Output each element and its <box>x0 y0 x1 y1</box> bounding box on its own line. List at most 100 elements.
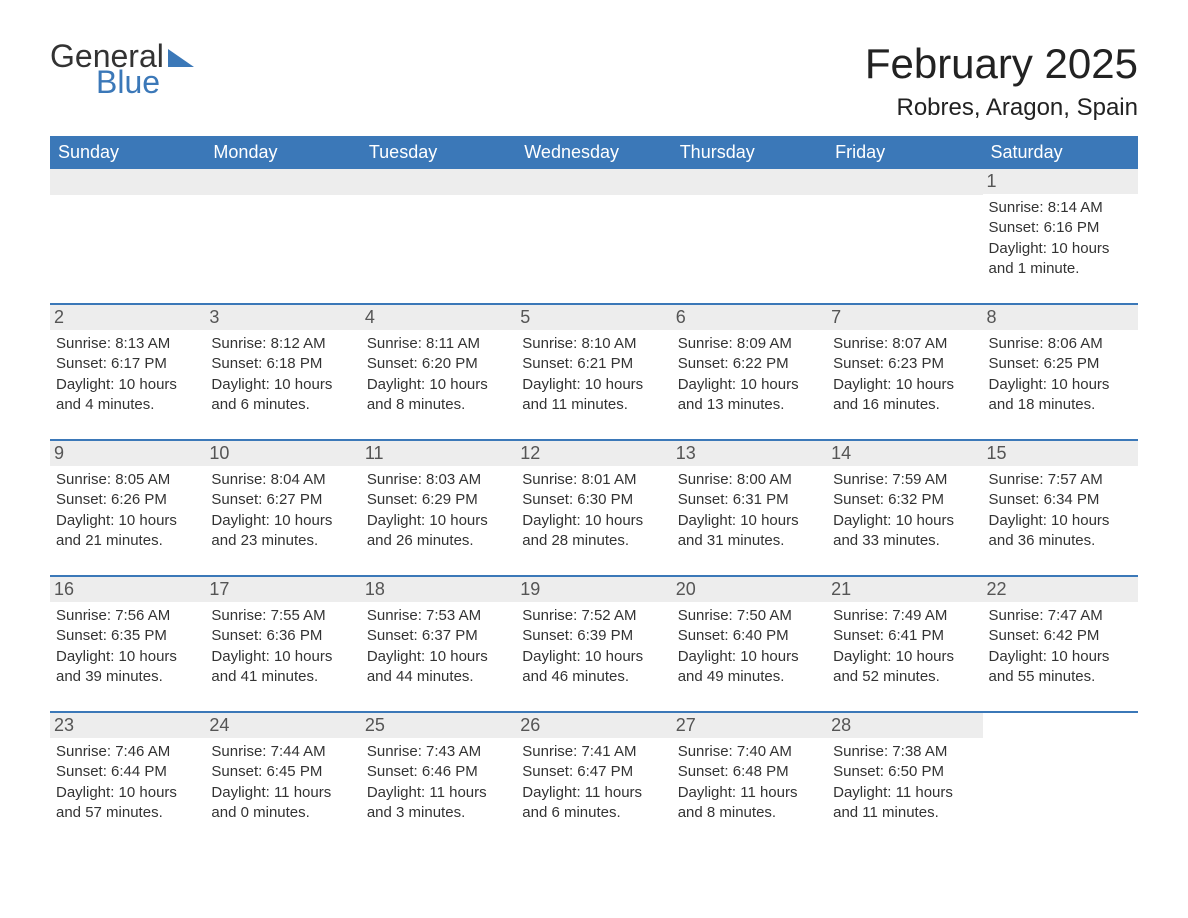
calendar-day <box>983 713 1138 833</box>
sunrise-line: Sunrise: 8:07 AM <box>833 334 976 354</box>
dow-cell: Wednesday <box>516 136 671 169</box>
sunset-line: Sunset: 6:29 PM <box>367 490 510 510</box>
day-details: Sunrise: 7:57 AMSunset: 6:34 PMDaylight:… <box>989 470 1132 551</box>
calendar-day: 2Sunrise: 8:13 AMSunset: 6:17 PMDaylight… <box>50 305 205 425</box>
day-number: 23 <box>50 713 205 738</box>
empty-day-header <box>827 169 982 195</box>
day-number: 21 <box>827 577 982 602</box>
sunset-line: Sunset: 6:31 PM <box>678 490 821 510</box>
sunset-line: Sunset: 6:18 PM <box>211 354 354 374</box>
sunrise-line: Sunrise: 7:47 AM <box>989 606 1132 626</box>
sunrise-line: Sunrise: 8:03 AM <box>367 470 510 490</box>
daylight-line: Daylight: 10 hours and 21 minutes. <box>56 511 199 552</box>
calendar-day: 26 Sunrise: 7:41 AMSunset: 6:47 PMDayligh… <box>516 713 671 833</box>
calendar-day: 22Sunrise: 7:47 AMSunset: 6:42 PMDayligh… <box>983 577 1138 697</box>
daylight-line: Daylight: 10 hours and 46 minutes. <box>522 647 665 688</box>
calendar-day: 16Sunrise: 7:56 AMSunset: 6:35 PMDayligh… <box>50 577 205 697</box>
day-number: 26 <box>516 713 671 738</box>
sunrise-line: Sunrise: 7:53 AM <box>367 606 510 626</box>
day-details: Sunrise: 8:00 AMSunset: 6:31 PMDaylight:… <box>678 470 821 551</box>
empty-day-header <box>50 169 205 195</box>
sunrise-line: Sunrise: 7:46 AM <box>56 742 199 762</box>
calendar-day: 19Sunrise: 7:52 AMSunset: 6:39 PMDayligh… <box>516 577 671 697</box>
dow-cell: Saturday <box>983 136 1138 169</box>
day-details: Sunrise: 7:50 AMSunset: 6:40 PMDaylight:… <box>678 606 821 687</box>
sunset-line: Sunset: 6:27 PM <box>211 490 354 510</box>
day-details: Sunrise: 7:43 AMSunset: 6:46 PMDaylight:… <box>367 742 510 823</box>
calendar-day: 27Sunrise: 7:40 AMSunset: 6:48 PMDayligh… <box>672 713 827 833</box>
dow-cell: Sunday <box>50 136 205 169</box>
sunset-line: Sunset: 6:16 PM <box>989 218 1132 238</box>
calendar-day <box>50 169 205 289</box>
daylight-line: Daylight: 10 hours and 55 minutes. <box>989 647 1132 688</box>
calendar-day: 10Sunrise: 8:04 AMSunset: 6:27 PMDayligh… <box>205 441 360 561</box>
day-details: Sunrise: 7:59 AMSunset: 6:32 PMDaylight:… <box>833 470 976 551</box>
daylight-line: Daylight: 10 hours and 13 minutes. <box>678 375 821 416</box>
day-number: 7 <box>827 305 982 330</box>
empty-day-header <box>672 169 827 195</box>
calendar-day: 8Sunrise: 8:06 AMSunset: 6:25 PMDaylight… <box>983 305 1138 425</box>
week-row: 1Sunrise: 8:14 AMSunset: 6:16 PMDaylight… <box>50 169 1138 289</box>
calendar-day <box>827 169 982 289</box>
calendar-day: 5Sunrise: 8:10 AMSunset: 6:21 PMDaylight… <box>516 305 671 425</box>
sunrise-line: Sunrise: 8:13 AM <box>56 334 199 354</box>
day-number: 17 <box>205 577 360 602</box>
sunset-line: Sunset: 6:48 PM <box>678 762 821 782</box>
sunrise-line: Sunrise: 8:00 AM <box>678 470 821 490</box>
day-details: Sunrise: 7:41 AMSunset: 6:47 PMDaylight:… <box>522 742 665 823</box>
sunset-line: Sunset: 6:26 PM <box>56 490 199 510</box>
sunrise-line: Sunrise: 8:06 AM <box>989 334 1132 354</box>
calendar-day: 28Sunrise: 7:38 AMSunset: 6:50 PMDayligh… <box>827 713 982 833</box>
sunset-line: Sunset: 6:42 PM <box>989 626 1132 646</box>
calendar-day <box>516 169 671 289</box>
day-number: 11 <box>361 441 516 466</box>
calendar-day: 21 Sunrise: 7:49 AMSunset: 6:41 PMDayligh… <box>827 577 982 697</box>
week-row: 9 Sunrise: 8:05 AMSunset: 6:26 PMDaylight… <box>50 439 1138 561</box>
month-title: February 2025 <box>865 40 1138 88</box>
daylight-line: Daylight: 10 hours and 52 minutes. <box>833 647 976 688</box>
sunset-line: Sunset: 6:39 PM <box>522 626 665 646</box>
day-details: Sunrise: 7:44 AMSunset: 6:45 PMDaylight:… <box>211 742 354 823</box>
sunrise-line: Sunrise: 7:49 AM <box>833 606 976 626</box>
daylight-line: Daylight: 10 hours and 18 minutes. <box>989 375 1132 416</box>
sunset-line: Sunset: 6:34 PM <box>989 490 1132 510</box>
daylight-line: Daylight: 11 hours and 0 minutes. <box>211 783 354 824</box>
daylight-line: Daylight: 11 hours and 6 minutes. <box>522 783 665 824</box>
day-details: Sunrise: 7:49 AMSunset: 6:41 PMDaylight:… <box>833 606 976 687</box>
calendar-day: 23Sunrise: 7:46 AMSunset: 6:44 PMDayligh… <box>50 713 205 833</box>
sunrise-line: Sunrise: 8:05 AM <box>56 470 199 490</box>
week-row: 16Sunrise: 7:56 AMSunset: 6:35 PMDayligh… <box>50 575 1138 697</box>
day-number: 12 <box>516 441 671 466</box>
sunset-line: Sunset: 6:23 PM <box>833 354 976 374</box>
day-number: 18 <box>361 577 516 602</box>
calendar-day: 12Sunrise: 8:01 AMSunset: 6:30 PMDayligh… <box>516 441 671 561</box>
calendar-day <box>205 169 360 289</box>
logo: General Blue <box>50 40 194 98</box>
sunrise-line: Sunrise: 7:43 AM <box>367 742 510 762</box>
day-number: 19 <box>516 577 671 602</box>
day-details: Sunrise: 8:09 AMSunset: 6:22 PMDaylight:… <box>678 334 821 415</box>
daylight-line: Daylight: 10 hours and 6 minutes. <box>211 375 354 416</box>
day-details: Sunrise: 7:47 AMSunset: 6:42 PMDaylight:… <box>989 606 1132 687</box>
empty-day-header <box>516 169 671 195</box>
sunset-line: Sunset: 6:35 PM <box>56 626 199 646</box>
sunset-line: Sunset: 6:22 PM <box>678 354 821 374</box>
sunset-line: Sunset: 6:44 PM <box>56 762 199 782</box>
sunrise-line: Sunrise: 7:38 AM <box>833 742 976 762</box>
calendar-day: 14Sunrise: 7:59 AMSunset: 6:32 PMDayligh… <box>827 441 982 561</box>
calendar-day: 7Sunrise: 8:07 AMSunset: 6:23 PMDaylight… <box>827 305 982 425</box>
calendar-day: 11Sunrise: 8:03 AMSunset: 6:29 PMDayligh… <box>361 441 516 561</box>
daylight-line: Daylight: 10 hours and 11 minutes. <box>522 375 665 416</box>
calendar-day: 3Sunrise: 8:12 AMSunset: 6:18 PMDaylight… <box>205 305 360 425</box>
calendar-day <box>672 169 827 289</box>
day-details: Sunrise: 8:05 AMSunset: 6:26 PMDaylight:… <box>56 470 199 551</box>
calendar-day: 15 Sunrise: 7:57 AMSunset: 6:34 PMDayligh… <box>983 441 1138 561</box>
daylight-line: Daylight: 10 hours and 8 minutes. <box>367 375 510 416</box>
sunrise-line: Sunrise: 7:50 AM <box>678 606 821 626</box>
sunset-line: Sunset: 6:47 PM <box>522 762 665 782</box>
calendar-day: 4Sunrise: 8:11 AMSunset: 6:20 PMDaylight… <box>361 305 516 425</box>
sunset-line: Sunset: 6:36 PM <box>211 626 354 646</box>
day-number: 9 <box>50 441 205 466</box>
day-number: 15 <box>983 441 1138 466</box>
sunset-line: Sunset: 6:46 PM <box>367 762 510 782</box>
